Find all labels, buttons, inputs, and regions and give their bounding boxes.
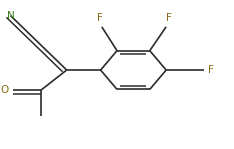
Text: N: N	[7, 11, 15, 21]
Text: F: F	[96, 13, 102, 23]
Text: F: F	[165, 13, 172, 23]
Text: F: F	[208, 65, 214, 75]
Text: O: O	[0, 85, 8, 95]
